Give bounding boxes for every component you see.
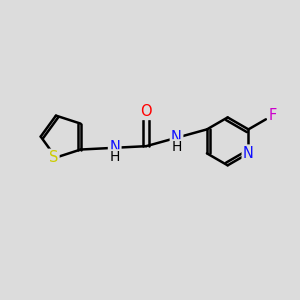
Text: F: F (269, 108, 277, 123)
Text: H: H (172, 140, 182, 154)
Text: S: S (49, 150, 58, 165)
Text: N: N (171, 130, 182, 145)
Text: N: N (109, 140, 120, 155)
Text: H: H (110, 150, 120, 164)
Text: O: O (140, 104, 152, 119)
Text: N: N (243, 146, 254, 161)
